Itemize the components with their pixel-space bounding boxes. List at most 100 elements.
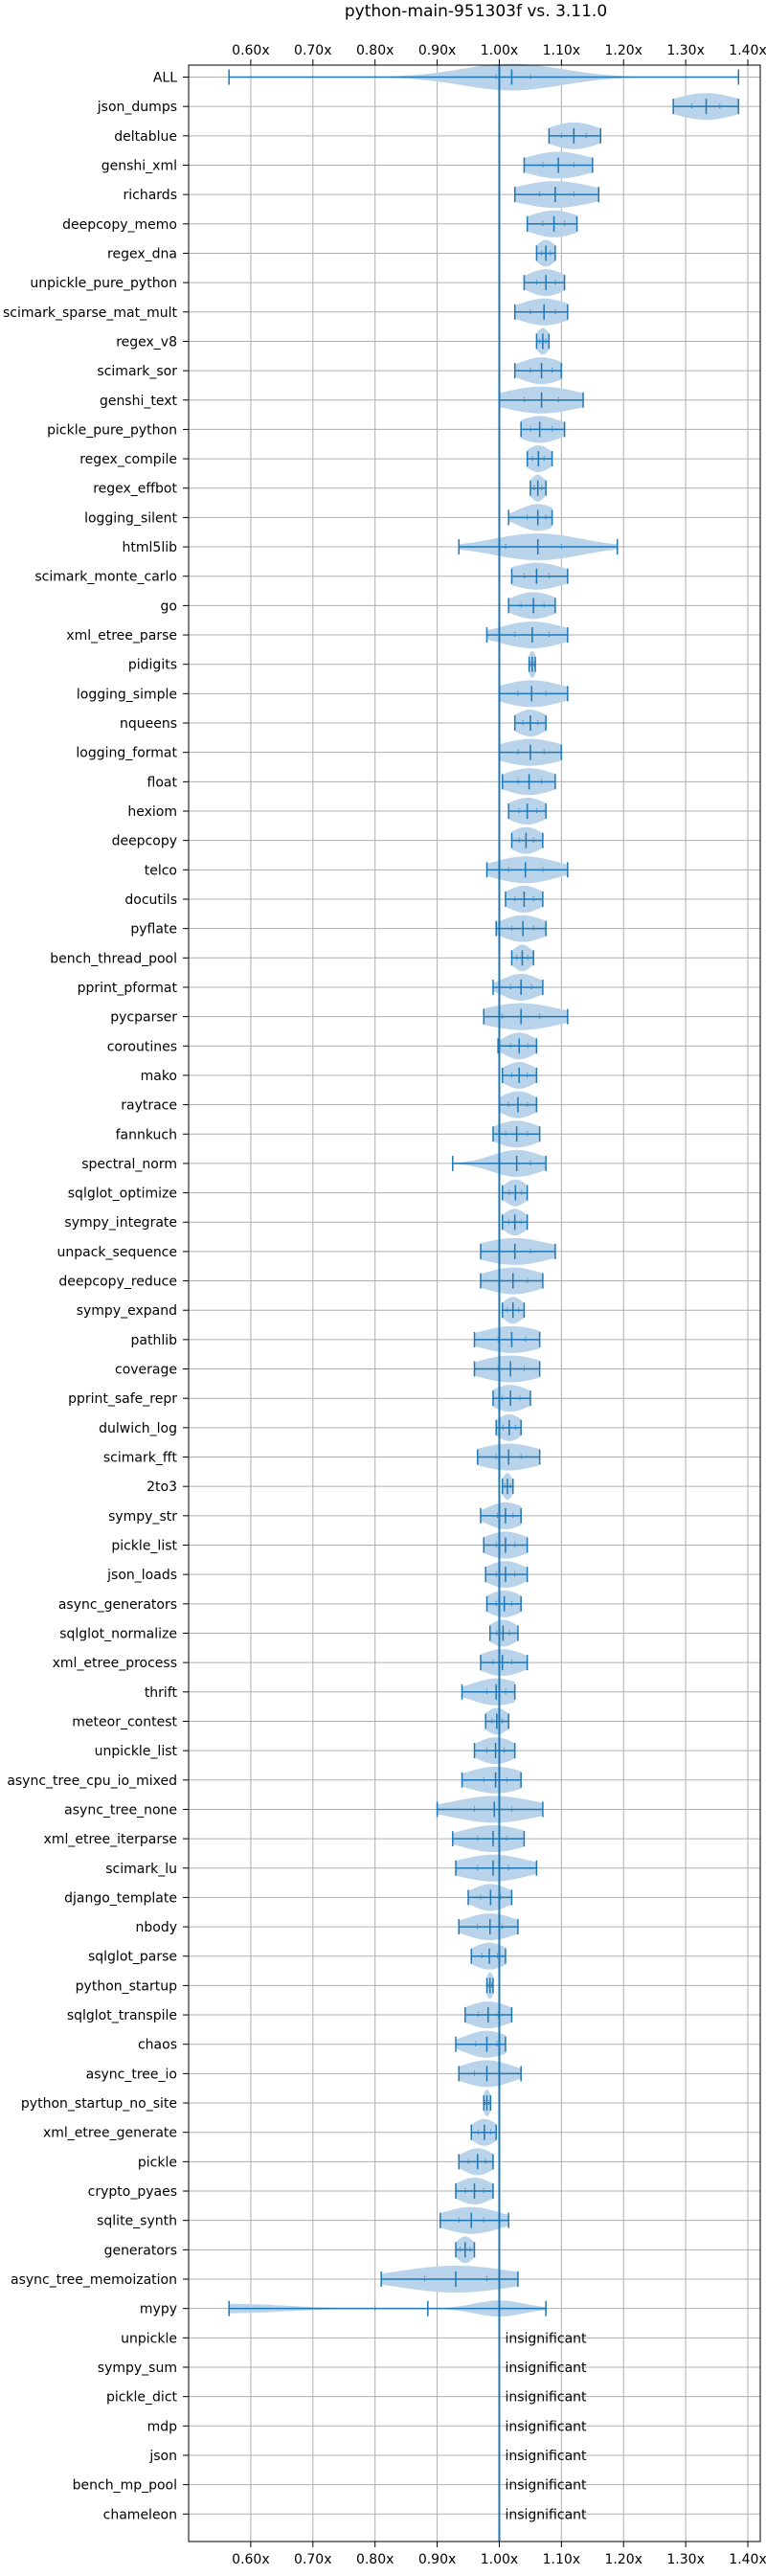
violin-genshi_xml <box>523 151 594 179</box>
category-label: pycparser <box>110 1010 177 1026</box>
category-label: mypy <box>140 2302 177 2317</box>
category-label: json <box>148 2449 177 2464</box>
x-tick-label-top: 1.30x <box>666 43 704 58</box>
category-label: xml_etree_process <box>53 1656 177 1671</box>
category-label: scimark_monte_carlo <box>34 570 177 585</box>
violin-float <box>501 768 556 796</box>
category-label: unpack_sequence <box>57 1245 177 1260</box>
category-label: logging_silent <box>84 510 177 526</box>
violin-sqlglot_normalize <box>488 1619 519 1647</box>
violin-go <box>507 592 556 620</box>
category-label: pickle <box>138 2155 177 2170</box>
category-label: pprint_pformat <box>78 981 178 996</box>
violin-pycparser <box>483 1003 569 1030</box>
category-label: mako <box>141 1069 177 1084</box>
x-tick-label-top: 1.20x <box>605 43 642 58</box>
category-label: ALL <box>153 71 177 86</box>
category-label: async_tree_cpu_io_mixed <box>7 1774 177 1789</box>
violin-async_tree_none <box>436 1796 544 1823</box>
category-label: async_tree_memoization <box>11 2272 177 2288</box>
category-label: coverage <box>115 1363 177 1378</box>
category-label: pickle_pure_python <box>47 422 177 438</box>
category-label: telco <box>145 863 177 878</box>
category-label: async_generators <box>58 1597 177 1613</box>
violin-logging_simple <box>498 680 569 708</box>
violin-pathlib <box>473 1325 541 1353</box>
category-label: deepcopy_reduce <box>58 1275 177 1290</box>
violin-docutils <box>505 886 544 913</box>
x-tick-label-bottom: 1.40x <box>729 2552 766 2567</box>
violin-logging_silent <box>507 504 553 531</box>
category-label: html5lib <box>123 540 178 555</box>
violin-pickle <box>458 2148 494 2176</box>
violin-sqlglot_transpile <box>464 2001 513 2029</box>
category-label: nbody <box>136 1920 178 1935</box>
violin-python_startup_no_site <box>483 2090 492 2116</box>
category-label: sympy_sum <box>98 2361 177 2376</box>
violin-xml_etree_iterparse <box>452 1825 526 1853</box>
violin-deepcopy <box>510 826 544 854</box>
violin-unpack_sequence <box>480 1237 556 1265</box>
category-label: sympy_expand <box>77 1303 177 1319</box>
category-label: scimark_sparse_mat_mult <box>3 305 177 321</box>
violin-async_tree_io <box>458 2060 522 2088</box>
category-label: bench_mp_pool <box>73 2478 177 2494</box>
category-label: deltablue <box>114 129 177 145</box>
x-tick-label-top: 0.60x <box>232 43 269 58</box>
category-label: float <box>147 775 178 790</box>
violin-regex_v8 <box>535 328 551 355</box>
violin-deltablue <box>548 122 601 149</box>
violin-scimark_sparse_mat_mult <box>513 298 569 326</box>
insignificant-label: insignificant <box>505 2507 587 2522</box>
category-label: scimark_lu <box>105 1862 177 1877</box>
category-label: sqlglot_normalize <box>59 1626 177 1641</box>
violin-thrift <box>461 1678 516 1706</box>
category-label: pprint_safe_repr <box>68 1391 177 1407</box>
insignificant-label: insignificant <box>505 2478 587 2494</box>
violin-logging_format <box>498 738 563 766</box>
x-tick-label-bottom: 0.90x <box>418 2552 456 2567</box>
category-label: regex_compile <box>79 452 177 467</box>
violin-ALL <box>228 63 740 91</box>
violins: insignificant insignificant insignificant i… <box>228 63 740 2522</box>
violin-scimark_lu <box>455 1854 538 1882</box>
category-label: sympy_integrate <box>64 1215 177 1231</box>
x-tick-label-top: 0.90x <box>418 43 456 58</box>
violin-sympy_integrate <box>501 1209 529 1236</box>
category-label: regex_v8 <box>116 334 177 350</box>
violin-json_loads <box>484 1561 529 1589</box>
violin-sqlite_synth <box>439 2206 509 2234</box>
violin-sympy_str <box>480 1502 522 1529</box>
violin-pickle_pure_python <box>520 416 566 443</box>
category-label: thrift <box>145 1685 178 1701</box>
violin-async_tree_memoization <box>380 2266 519 2293</box>
violin-raytrace <box>498 1091 538 1119</box>
x-tick-label-bottom: 0.70x <box>294 2552 331 2567</box>
violin-python_startup <box>485 1972 494 2000</box>
violin-coroutines <box>497 1032 538 1060</box>
violin-async_tree_cpu_io_mixed <box>461 1766 522 1794</box>
category-label: genshi_xml <box>101 158 177 173</box>
violin-dulwich_log <box>495 1413 522 1441</box>
violin-html5lib <box>458 533 619 561</box>
category-label: sqlglot_parse <box>88 1950 177 1965</box>
violin-unpickle_list <box>473 1737 516 1765</box>
x-tick-label-bottom: 1.20x <box>605 2552 642 2567</box>
category-label: hexiom <box>127 804 177 820</box>
category-label: richards <box>124 188 178 203</box>
violin-sympy_expand <box>501 1297 526 1324</box>
violin-fannkuch <box>492 1120 541 1148</box>
violin-xml_etree_process <box>480 1649 529 1677</box>
plot-frame <box>188 64 761 2542</box>
category-label: django_template <box>64 1890 177 1906</box>
category-label: regex_effbot <box>93 482 177 497</box>
category-label: deepcopy <box>112 834 177 849</box>
category-label: crypto_pyaes <box>88 2184 177 2200</box>
violin-bench_thread_pool <box>510 944 534 972</box>
category-label: chaos <box>138 2038 177 2053</box>
x-tick-label-top: 1.10x <box>543 43 580 58</box>
category-label: sympy_str <box>108 1509 177 1525</box>
violin-regex_compile <box>526 445 553 473</box>
category-label: dulwich_log <box>99 1421 177 1436</box>
violin-django_template <box>467 1884 513 1911</box>
